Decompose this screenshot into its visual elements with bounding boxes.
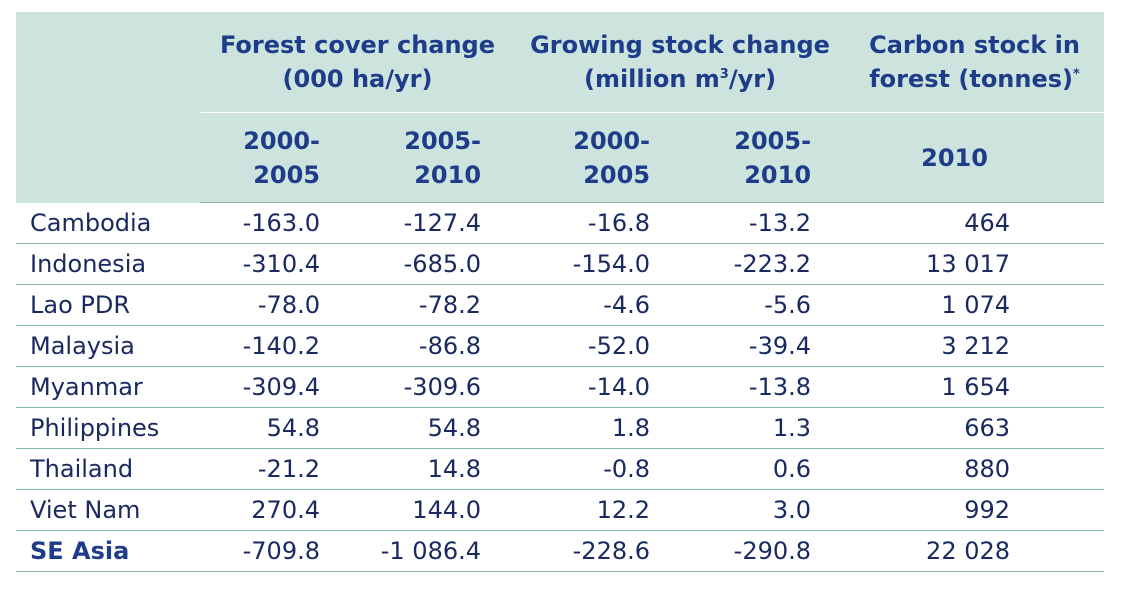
carbon-stock-2010-cell: 663 [845, 407, 1105, 449]
header-forest-cover-change: Forest cover change (000 ha/yr) [200, 12, 516, 113]
carbon-stock-2010-cell: 464 [845, 202, 1105, 244]
forest-cover-2000-2005-cell: -310.4 [200, 243, 350, 285]
header-fc-period-2005-2010: 2005- 2010 [350, 112, 516, 203]
growing-stock-2005-2010-cell: 0.6 [680, 448, 846, 490]
table-row: Thailand -21.2 14.8 -0.8 0.6 880 [16, 448, 1105, 490]
growing-stock-2005-2010-cell: -223.2 [680, 243, 846, 285]
period-label-line1: 2005- [404, 126, 482, 155]
growing-stock-2005-2010-cell: -5.6 [680, 284, 846, 326]
header-carbon-footnote-mark: * [1073, 67, 1080, 82]
growing-stock-2000-2005-cell: -0.8 [515, 448, 681, 490]
table-body: Cambodia -163.0 -127.4 -16.8 -13.2 464 Indones… [16, 202, 1105, 572]
header-gs-period-2000-2005: 2000- 2005 [515, 112, 681, 203]
carbon-stock-2010-cell: 1 074 [845, 284, 1105, 326]
carbon-stock-2010-cell: 22 028 [845, 530, 1105, 572]
forest-cover-2000-2005-cell: -163.0 [200, 202, 350, 244]
growing-stock-2000-2005-cell: -154.0 [515, 243, 681, 285]
header-corner-cell [16, 12, 200, 203]
period-label-line2: 2010 [744, 160, 812, 189]
forest-cover-2005-2010-cell: -685.0 [350, 243, 516, 285]
country-cell: SE Asia [16, 530, 200, 572]
country-cell: Malaysia [16, 325, 200, 367]
forest-cover-2000-2005-cell: -140.2 [200, 325, 350, 367]
forest-cover-2005-2010-cell: -309.6 [350, 366, 516, 408]
table-row: Myanmar -309.4 -309.6 -14.0 -13.8 1 654 [16, 366, 1105, 408]
forest-cover-2000-2005-cell: -709.8 [200, 530, 350, 572]
period-label-line2: 2005 [583, 160, 651, 189]
period-label-line1: 2005- [734, 126, 812, 155]
country-cell: Philippines [16, 407, 200, 449]
table-row: Malaysia -140.2 -86.8 -52.0 -39.4 3 212 [16, 325, 1105, 367]
table-header: Forest cover change (000 ha/yr) Growing … [16, 12, 1105, 203]
carbon-stock-2010-cell: 880 [845, 448, 1105, 490]
header-growing-stock-line2-post: /yr) [728, 65, 777, 93]
growing-stock-2000-2005-cell: 1.8 [515, 407, 681, 449]
growing-stock-2005-2010-cell: 1.3 [680, 407, 846, 449]
period-label-line1: 2000- [573, 126, 651, 155]
forest-data-table: Forest cover change (000 ha/yr) Growing … [16, 12, 1105, 572]
header-fc-period-2000-2005: 2000- 2005 [200, 112, 350, 203]
header-carbon-year-2010: 2010 [845, 112, 1105, 203]
growing-stock-2005-2010-cell: -13.2 [680, 202, 846, 244]
growing-stock-2005-2010-cell: 3.0 [680, 489, 846, 531]
forest-cover-2000-2005-cell: 270.4 [200, 489, 350, 531]
growing-stock-2000-2005-cell: -52.0 [515, 325, 681, 367]
forest-cover-2005-2010-cell: -127.4 [350, 202, 516, 244]
country-cell: Thailand [16, 448, 200, 490]
carbon-stock-2010-cell: 13 017 [845, 243, 1105, 285]
forest-cover-2005-2010-cell: 54.8 [350, 407, 516, 449]
header-carbon-line2: forest (tonnes) [869, 65, 1074, 93]
growing-stock-2000-2005-cell: -16.8 [515, 202, 681, 244]
growing-stock-2005-2010-cell: -39.4 [680, 325, 846, 367]
growing-stock-2000-2005-cell: -14.0 [515, 366, 681, 408]
carbon-stock-2010-cell: 992 [845, 489, 1105, 531]
growing-stock-2000-2005-cell: -228.6 [515, 530, 681, 572]
forest-cover-2000-2005-cell: 54.8 [200, 407, 350, 449]
forest-cover-2005-2010-cell: 14.8 [350, 448, 516, 490]
table-row: Viet Nam 270.4 144.0 12.2 3.0 992 [16, 489, 1105, 531]
header-period-row: 2000- 2005 2005- 2010 2000- 2005 2005- 2… [16, 112, 1105, 203]
growing-stock-2000-2005-cell: -4.6 [515, 284, 681, 326]
forest-cover-2000-2005-cell: -21.2 [200, 448, 350, 490]
forest-cover-2000-2005-cell: -78.0 [200, 284, 350, 326]
header-carbon-line1: Carbon stock in [869, 31, 1080, 59]
country-cell: Cambodia [16, 202, 200, 244]
header-growing-stock-line2-pre: (million m [583, 65, 720, 93]
header-group-row: Forest cover change (000 ha/yr) Growing … [16, 12, 1105, 203]
period-label-line1: 2000- [243, 126, 320, 155]
forest-cover-2005-2010-cell: -78.2 [350, 284, 516, 326]
period-label-line2: 2005 [253, 160, 320, 189]
table-row: Philippines 54.8 54.8 1.8 1.3 663 [16, 407, 1105, 449]
country-cell: Indonesia [16, 243, 200, 285]
growing-stock-2000-2005-cell: 12.2 [515, 489, 681, 531]
forest-data-table-container: Forest cover change (000 ha/yr) Growing … [16, 12, 1105, 572]
country-cell: Myanmar [16, 366, 200, 408]
table-row: SE Asia -709.8 -1 086.4 -228.6 -290.8 22 028 [16, 530, 1105, 572]
forest-cover-2005-2010-cell: 144.0 [350, 489, 516, 531]
country-cell: Viet Nam [16, 489, 200, 531]
table-row: Indonesia -310.4 -685.0 -154.0 -223.2 13 017 [16, 243, 1105, 285]
header-growing-stock-change: Growing stock change (million m3/yr) [515, 12, 846, 113]
header-carbon-stock: Carbon stock in forest (tonnes)* [845, 12, 1105, 113]
growing-stock-2005-2010-cell: -13.8 [680, 366, 846, 408]
country-cell: Lao PDR [16, 284, 200, 326]
forest-cover-2005-2010-cell: -86.8 [350, 325, 516, 367]
table-row: Cambodia -163.0 -127.4 -16.8 -13.2 464 [16, 202, 1105, 244]
header-growing-stock-superscript: 3 [719, 67, 729, 82]
period-label-line2: 2010 [414, 160, 482, 189]
header-growing-stock-line1: Growing stock change [530, 31, 830, 59]
header-gs-period-2005-2010: 2005- 2010 [680, 112, 846, 203]
table-row: Lao PDR -78.0 -78.2 -4.6 -5.6 1 074 [16, 284, 1105, 326]
header-forest-cover-line2: (000 ha/yr) [282, 65, 433, 93]
carbon-stock-2010-cell: 3 212 [845, 325, 1105, 367]
growing-stock-2005-2010-cell: -290.8 [680, 530, 846, 572]
carbon-stock-2010-cell: 1 654 [845, 366, 1105, 408]
forest-cover-2005-2010-cell: -1 086.4 [350, 530, 516, 572]
forest-cover-2000-2005-cell: -309.4 [200, 366, 350, 408]
header-forest-cover-line1: Forest cover change [220, 31, 496, 59]
